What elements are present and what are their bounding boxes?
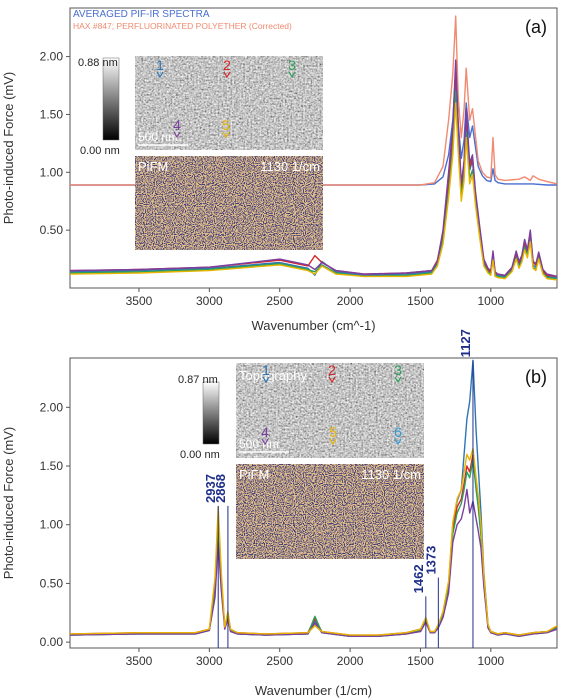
series-line-location-4 [70,59,557,278]
x-tick-label: 3000 [196,654,223,668]
location-marker-3: 3 [288,57,296,73]
location-marker-3: 3 [394,362,402,378]
y-tick-label: 2.00 [40,50,64,64]
length-scale-label: 500 nm [138,130,178,144]
x-tick-label: 1000 [477,654,504,668]
pifm-image [236,464,424,559]
y-tick-label: 0.50 [40,576,64,590]
topography-label: Topography [239,368,307,383]
pifm-label: PiFM [239,467,269,482]
pifm-label: PiFM [138,159,168,174]
location-marker-6: 6 [394,424,402,440]
panel-b: 3500 3000 2500 2000 1500 1000 0.00 0.50 1.00 1.50… [1,329,558,698]
location-marker-arrow [288,71,296,79]
y-tick-label: 0.00 [40,635,64,649]
location-marker-arrow [329,438,337,446]
series-line-location-5 [70,447,557,636]
location-marker-5: 5 [222,117,230,133]
x-tick-label: 1000 [477,294,504,308]
height-colorbar [202,381,220,445]
y-tick-label: 1.50 [40,459,64,473]
height-colorbar [102,57,120,141]
location-marker-4: 4 [173,117,181,133]
x-tick-label: 2500 [266,654,293,668]
location-marker-arrow [261,438,269,446]
series-group [70,15,557,281]
y-axis-label: Photo-induced Force (mV) [1,427,16,579]
series-line-location-5 [70,102,557,281]
x-tick-label: 2500 [266,294,293,308]
location-marker-arrow [156,71,164,79]
pifm-image [135,156,323,250]
pifm-frequency-label: 1130 1/cm [260,159,320,174]
location-marker-arrow [394,438,402,446]
x-tick-label: 3500 [126,654,153,668]
annotation-label: 1462 [411,564,426,593]
x-tick-label: 2000 [337,294,364,308]
location-marker-arrow [394,376,402,384]
x-axis-label: Wavenumber (cm^-1) [251,318,375,333]
panel-label: (a) [525,17,547,37]
location-marker-arrow [262,376,270,384]
y-tick-label: 1.50 [40,107,64,121]
location-marker-arrow [222,131,230,139]
location-marker-arrow [223,71,231,79]
x-tick-label: 3500 [126,294,153,308]
x-tick-label: 3000 [196,294,223,308]
topography-image [135,56,323,150]
location-marker-2: 2 [223,57,231,73]
x-tick-label: 1500 [407,654,434,668]
location-marker-1: 1 [262,362,270,378]
panel-a: 3500 3000 2500 2000 1500 1000 0.50 1.00 1.50 2.00… [1,7,558,333]
colorbar-min-label: 0.00 nm [180,449,220,461]
colorbar-max-label: 0.88 nm [78,57,118,69]
plot-frame [69,7,558,289]
y-axis-label: Photo-induced Force (mV) [1,72,16,224]
y-tick-label: 1.00 [40,518,64,532]
x-axis-label: Wavenumber (1/cm) [255,683,372,698]
y-tick-label: 1.00 [40,165,64,179]
x-tick-label: 1500 [407,294,434,308]
legend-entry: AVERAGED PIF-IR SPECTRA [73,9,210,20]
annotation-label: 2937 [203,474,218,503]
location-marker-arrow [173,131,181,139]
series-line-averaged-pif-ir-spectra [70,69,557,186]
legend-entry: HAX #847; PERFLUORINATED POLYETHER (Corr… [73,21,292,31]
panel-label: (b) [525,367,547,387]
location-marker-arrow [328,376,336,384]
length-scale-label: 500 nm [239,437,279,451]
annotation-label: 1127 [458,329,473,357]
location-marker-1: 1 [156,57,164,73]
y-tick-label: 0.50 [40,223,64,237]
y-tick-label: 2.00 [40,400,64,414]
colorbar-max-label: 0.87 nm [178,374,218,386]
colorbar-min-label: 0.00 nm [80,145,120,157]
pifm-frequency-label: 1130 1/cm [361,467,421,482]
annotation-label: 1373 [423,546,438,575]
location-marker-4: 4 [261,424,269,440]
series-line-hax-847-perfluorinated-polyether-corrected- [70,15,557,186]
location-marker-5: 5 [329,424,337,440]
x-tick-label: 2000 [337,654,364,668]
annotation-label: 2868 [213,474,228,503]
series-group [70,359,557,637]
location-marker-2: 2 [328,362,336,378]
plot-frame [69,357,558,649]
